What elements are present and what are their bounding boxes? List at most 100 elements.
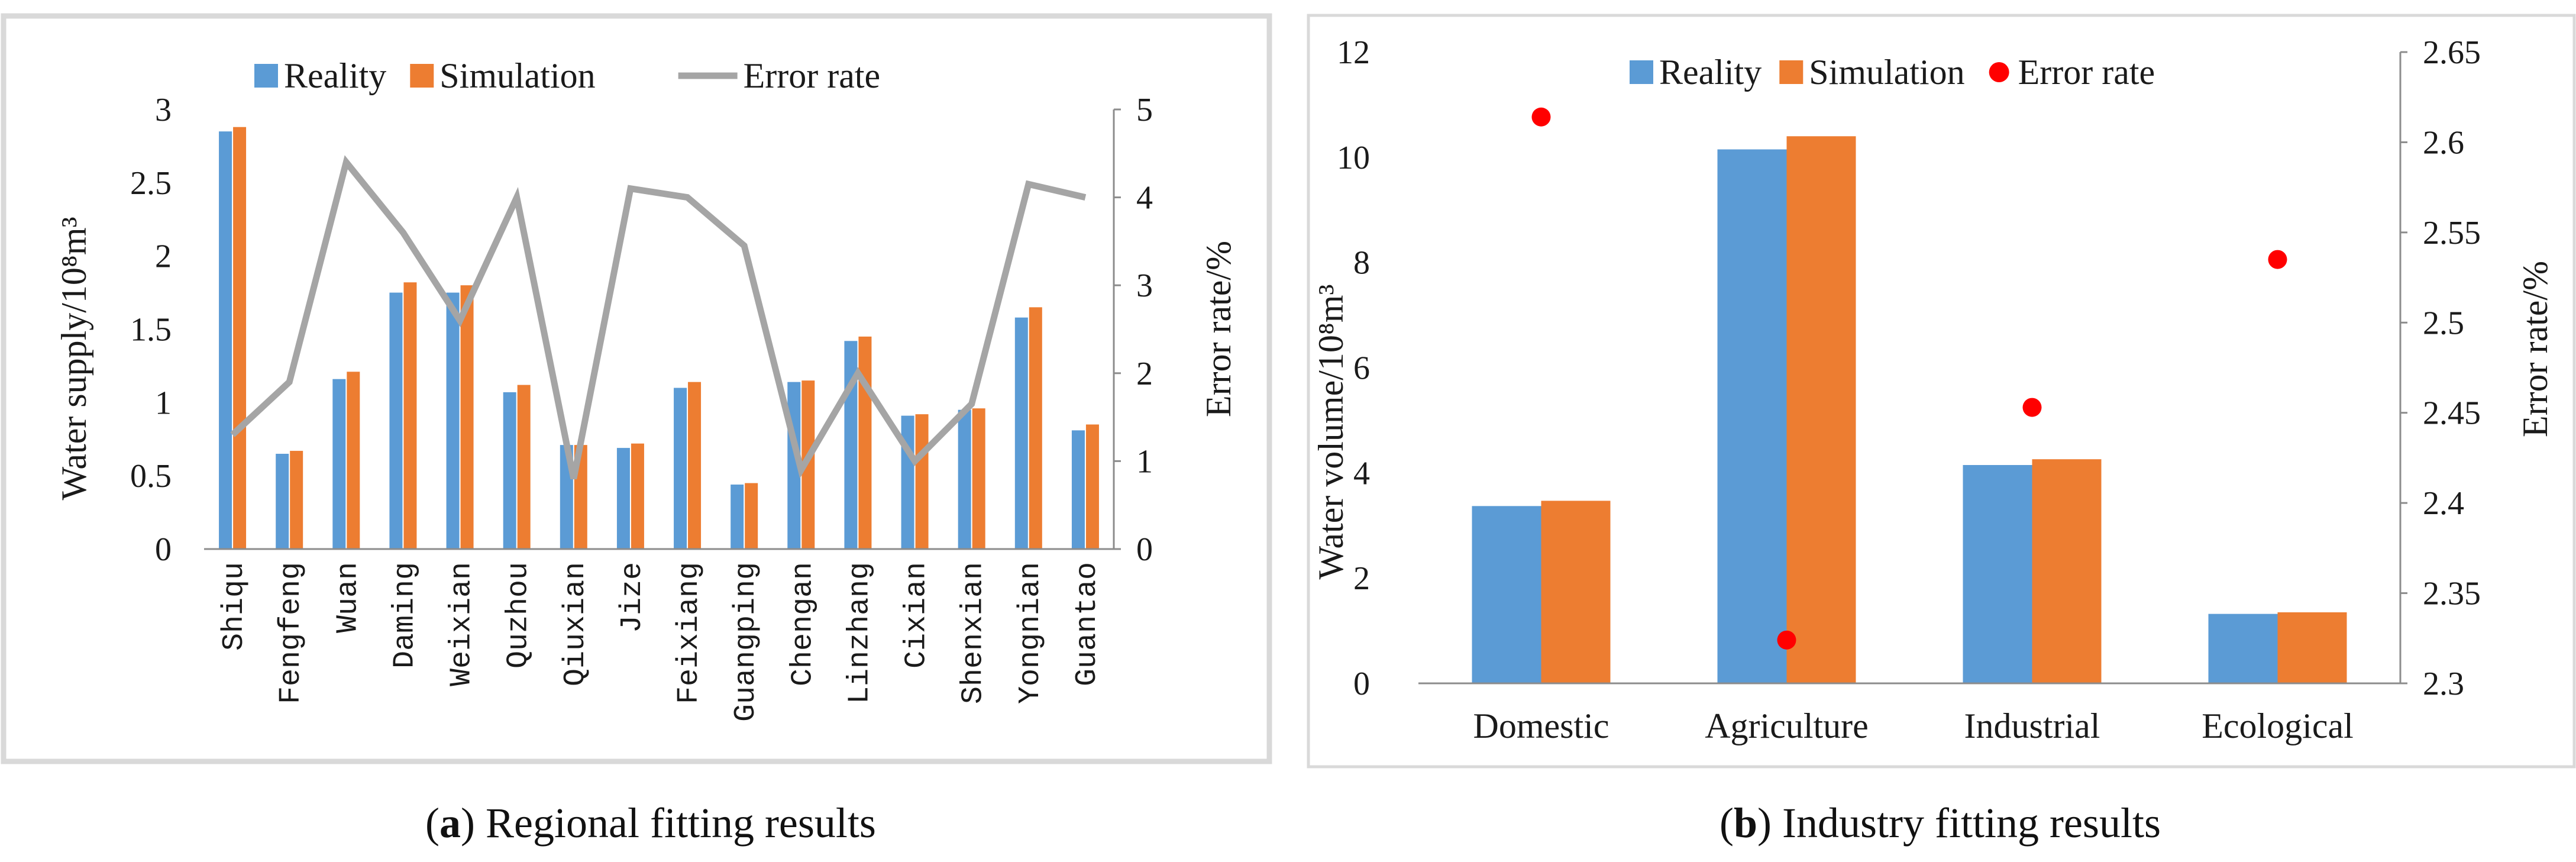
regional-x-tick-15: Guantao xyxy=(1071,562,1104,686)
industry-error-dot-1 xyxy=(1777,630,1796,650)
regional-y2-tick-3: 3 xyxy=(1136,267,1153,304)
regional-x-tick-5: Quzhou xyxy=(502,562,536,669)
panel-regional-frame xyxy=(1,13,1272,764)
regional-y-tick-5: 2.5 xyxy=(130,165,172,202)
caption-a: (a) Regional fitting results xyxy=(425,799,876,847)
regional-x-tick-14: Yongnian xyxy=(1014,562,1048,704)
industry-error-dot-2 xyxy=(2022,398,2042,417)
regional-y2-tick-0: 0 xyxy=(1136,531,1153,568)
regional-bar-simulation-13 xyxy=(972,408,985,549)
regional-x-tick-10: Chengan xyxy=(786,562,820,686)
industry-bar-simulation-2 xyxy=(2032,459,2102,683)
industry-legend-dot xyxy=(1989,62,2009,82)
regional-y-tick-0: 0 xyxy=(155,531,172,568)
industry-bars xyxy=(1472,136,2347,683)
industry-y2-tick-0: 2.3 xyxy=(2423,666,2464,702)
regional-bar-reality-4 xyxy=(446,292,460,549)
regional-y2-tick-1: 1 xyxy=(1136,443,1153,480)
regional-x-tick-1: Fengfeng xyxy=(274,562,308,704)
caption-a-close: ) xyxy=(461,799,475,847)
regional-bar-simulation-0 xyxy=(233,127,247,550)
industry-y-tick-2: 4 xyxy=(1353,455,1370,492)
industry-y-tick-4: 8 xyxy=(1353,245,1370,282)
caption-b-close: ) xyxy=(1757,799,1772,847)
regional-bar-reality-2 xyxy=(332,379,346,549)
industry-legend-swatch-0 xyxy=(1630,60,1653,84)
industry-bar-reality-3 xyxy=(2208,614,2278,683)
industry-bar-reality-1 xyxy=(1717,149,1787,683)
regional-bar-reality-0 xyxy=(219,131,232,549)
regional-x-tick-11: Linzhang xyxy=(843,562,877,704)
regional-bar-simulation-2 xyxy=(347,372,360,549)
regional-x-tick-2: Wuan xyxy=(331,562,365,633)
caption-a-letter: a xyxy=(439,799,461,847)
regional-bar-simulation-5 xyxy=(517,385,531,549)
regional-error-rate-line xyxy=(230,155,1087,480)
regional-bar-simulation-11 xyxy=(858,336,872,549)
regional-y-axis-title: Water supply/10⁸m³ xyxy=(54,217,93,500)
regional-y-tick-1: 0.5 xyxy=(130,458,172,495)
industry-legend-label-0: Reality xyxy=(1659,53,1761,92)
regional-x-tick-8: Feixiang xyxy=(673,562,706,704)
regional-y-tick-2: 1 xyxy=(155,385,172,421)
caption-a-text: Regional fitting results xyxy=(475,799,876,847)
regional-y-tick-6: 3 xyxy=(155,92,172,128)
regional-bar-simulation-7 xyxy=(631,443,644,549)
industry-x-tick-2: Industrial xyxy=(1964,706,2100,745)
regional-legend-swatch-0 xyxy=(254,64,278,88)
regional-x-tick-4: Weixian xyxy=(445,562,479,686)
industry-legend-swatch-1 xyxy=(1779,60,1803,84)
regional-bar-simulation-4 xyxy=(460,285,474,549)
industry-y-axis-title: Water volume/10⁸m³ xyxy=(1311,285,1350,580)
caption-b: (b) Industry fitting results xyxy=(1720,799,2161,847)
industry-legend: Reality Simulation Error rate xyxy=(1630,53,2155,92)
regional-bar-simulation-10 xyxy=(801,380,815,549)
industry-error-dots xyxy=(1531,107,2287,650)
regional-bar-reality-8 xyxy=(674,388,687,549)
regional-bar-reality-15 xyxy=(1071,430,1085,549)
industry-x-tick-0: Domestic xyxy=(1473,706,1609,745)
industry-y-tick-0: 0 xyxy=(1353,666,1370,702)
regional-y2-tick-5: 5 xyxy=(1136,92,1153,128)
industry-bar-simulation-1 xyxy=(1786,136,1856,683)
industry-y2-tick-3: 2.45 xyxy=(2423,395,2481,432)
panel-industry: 0 2 4 6 8 10 12 2.3 2.35 2.4 2.45 2.5 2.55 2.6 2.65 Dom… xyxy=(1307,14,2576,769)
regional-legend-swatch-1 xyxy=(410,64,434,88)
regional-legend-label-0: Reality xyxy=(284,56,386,95)
caption-b-text: Industry fitting results xyxy=(1772,799,2161,847)
regional-bar-simulation-15 xyxy=(1085,424,1099,549)
industry-bar-simulation-3 xyxy=(2277,612,2347,683)
caption-b-letter: b xyxy=(1734,799,1757,847)
regional-bar-reality-1 xyxy=(276,454,289,549)
regional-bars xyxy=(219,127,1099,550)
regional-bar-simulation-12 xyxy=(915,414,929,549)
regional-legend-label-2: Error rate xyxy=(744,56,881,95)
industry-x-tick-3: Ecological xyxy=(2202,706,2354,745)
industry-legend-label-2: Error rate xyxy=(2018,53,2155,92)
regional-bar-reality-12 xyxy=(901,415,914,549)
regional-x-tick-12: Cixian xyxy=(900,562,934,669)
industry-y2-tick-2: 2.4 xyxy=(2423,485,2464,522)
regional-y-tick-4: 2 xyxy=(155,238,172,275)
regional-x-tick-6: Qiuxian xyxy=(559,562,593,686)
regional-axes: 0 0.5 1 1.5 2 2.5 3 0 1 2 3 4 5 Shiqu Fengfeng Wuan Dami… xyxy=(130,92,1153,722)
regional-bar-reality-3 xyxy=(389,292,403,549)
industry-bar-reality-2 xyxy=(1963,464,2032,683)
regional-bar-reality-5 xyxy=(503,392,516,549)
regional-bar-reality-13 xyxy=(958,409,971,549)
industry-y-tick-3: 6 xyxy=(1353,350,1370,387)
industry-y-tick-1: 2 xyxy=(1353,560,1370,597)
regional-bar-simulation-8 xyxy=(688,382,702,549)
regional-x-tick-7: Jize xyxy=(616,562,649,633)
industry-y2-tick-4: 2.5 xyxy=(2423,305,2464,341)
regional-x-tick-9: Guangping xyxy=(729,562,763,722)
industry-bar-reality-0 xyxy=(1472,506,1541,683)
industry-bar-simulation-0 xyxy=(1541,501,1611,683)
industry-y2-tick-7: 2.65 xyxy=(2423,34,2481,71)
regional-bar-simulation-9 xyxy=(745,483,758,549)
regional-legend-label-1: Simulation xyxy=(439,56,595,95)
regional-y-tick-3: 1.5 xyxy=(130,312,172,348)
industry-y-tick-5: 10 xyxy=(1337,140,1370,176)
industry-axes: 0 2 4 6 8 10 12 2.3 2.35 2.4 2.45 2.5 2.55 2.6 2.65 Dom… xyxy=(1337,34,2481,745)
regional-bar-simulation-14 xyxy=(1029,307,1042,549)
